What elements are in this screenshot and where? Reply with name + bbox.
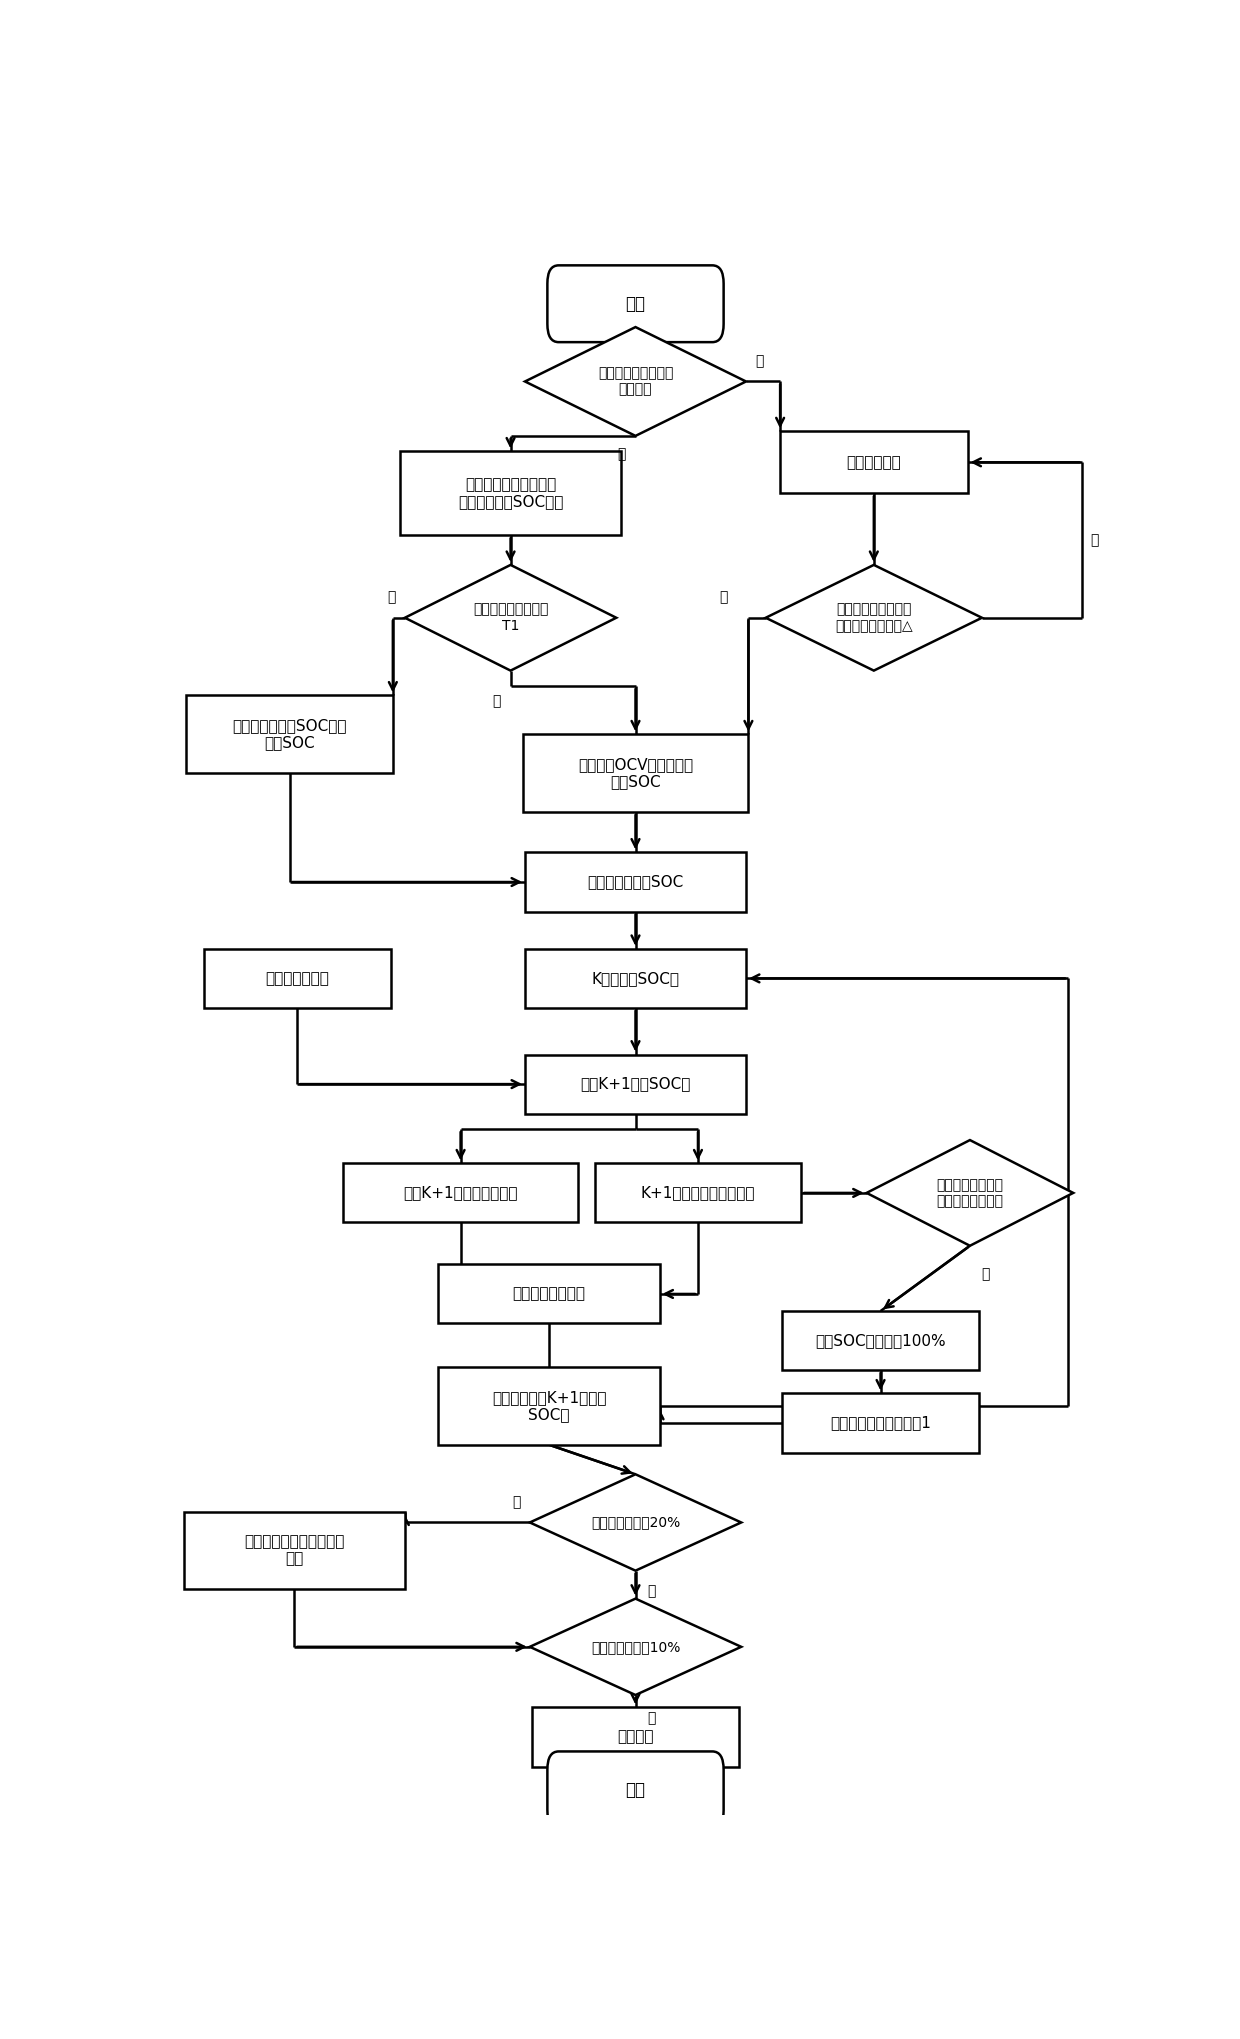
Text: 否: 否 bbox=[618, 447, 626, 461]
Bar bbox=[439, 1366, 660, 1446]
Text: K+1时刻实际测得电压值: K+1时刻实际测得电压值 bbox=[641, 1185, 755, 1201]
Bar bbox=[525, 1054, 746, 1113]
FancyBboxPatch shape bbox=[547, 265, 724, 343]
Text: 电压相隔一段时间的
变化率小于设定值△: 电压相隔一段时间的 变化率小于设定值△ bbox=[835, 604, 913, 632]
Text: 获取电池的初始SOC: 获取电池的初始SOC bbox=[588, 875, 683, 889]
Bar bbox=[595, 1164, 801, 1223]
Text: 电池SOC强制设为100%: 电池SOC强制设为100% bbox=[815, 1334, 946, 1348]
Text: 否: 否 bbox=[647, 1584, 656, 1599]
Bar bbox=[532, 1707, 739, 1766]
Bar bbox=[203, 948, 391, 1007]
Text: 电池充放电电流: 电池充放电电流 bbox=[265, 971, 329, 987]
Bar bbox=[525, 852, 746, 911]
Text: 否: 否 bbox=[1090, 532, 1099, 546]
Bar bbox=[780, 430, 967, 493]
Text: 是: 是 bbox=[647, 1711, 656, 1725]
Bar bbox=[401, 451, 621, 536]
Text: 电池的电量小于10%: 电池的电量小于10% bbox=[590, 1639, 681, 1654]
Text: 是: 是 bbox=[982, 1266, 990, 1280]
Bar bbox=[522, 734, 749, 812]
Text: 卡尔曼滤波器增益: 卡尔曼滤波器增益 bbox=[512, 1287, 585, 1301]
Bar bbox=[343, 1164, 578, 1223]
Text: 是: 是 bbox=[755, 355, 764, 369]
Text: 通过电池OCV查表获取电
池的SOC: 通过电池OCV查表获取电 池的SOC bbox=[578, 756, 693, 789]
Bar bbox=[184, 1511, 404, 1588]
Text: 是: 是 bbox=[719, 591, 728, 604]
Polygon shape bbox=[525, 326, 746, 436]
Bar bbox=[186, 695, 393, 773]
Text: 得到修正后的K+1时刻的
SOC值: 得到修正后的K+1时刻的 SOC值 bbox=[492, 1391, 606, 1421]
Text: 开始: 开始 bbox=[625, 296, 646, 312]
Text: 电池电压是否达到
充电完成时的电压: 电池电压是否达到 充电完成时的电压 bbox=[936, 1179, 1003, 1207]
Text: 计算K+1时刻SOC值: 计算K+1时刻SOC值 bbox=[580, 1077, 691, 1091]
Text: 停机时间超过设定值
T1: 停机时间超过设定值 T1 bbox=[472, 604, 548, 632]
Text: 电池管理系统是否第
一次工作: 电池管理系统是否第 一次工作 bbox=[598, 367, 673, 396]
Text: 是: 是 bbox=[512, 1495, 521, 1509]
Text: 停机保护: 停机保护 bbox=[618, 1729, 653, 1745]
Bar bbox=[525, 948, 746, 1007]
Text: K时刻估计SOC值: K时刻估计SOC值 bbox=[591, 971, 680, 987]
Bar bbox=[782, 1393, 980, 1452]
Text: 读取电池电压: 读取电池电压 bbox=[847, 455, 901, 469]
FancyBboxPatch shape bbox=[547, 1752, 724, 1829]
Polygon shape bbox=[529, 1599, 742, 1694]
Text: 电池的电量小于20%: 电池的电量小于20% bbox=[591, 1515, 680, 1529]
Text: 电池充放电循环次数加1: 电池充放电循环次数加1 bbox=[830, 1415, 931, 1431]
Bar bbox=[782, 1311, 980, 1370]
Polygon shape bbox=[766, 565, 982, 671]
Text: 计算K+1时刻估计电压值: 计算K+1时刻估计电压值 bbox=[403, 1185, 518, 1201]
Text: 是: 是 bbox=[492, 695, 501, 710]
Text: 上一组停机数据SOC作为
初始SOC: 上一组停机数据SOC作为 初始SOC bbox=[232, 718, 347, 750]
Text: 发出声光警告指示，请求
充电: 发出声光警告指示，请求 充电 bbox=[244, 1533, 345, 1566]
Polygon shape bbox=[867, 1140, 1074, 1246]
Polygon shape bbox=[404, 565, 616, 671]
Text: 结束: 结束 bbox=[625, 1780, 646, 1798]
Text: 读取上次停机时间和记
录的最后一个SOC数据: 读取上次停机时间和记 录的最后一个SOC数据 bbox=[458, 477, 563, 510]
Bar bbox=[439, 1264, 660, 1323]
Polygon shape bbox=[529, 1474, 742, 1570]
Text: 否: 否 bbox=[387, 591, 396, 604]
